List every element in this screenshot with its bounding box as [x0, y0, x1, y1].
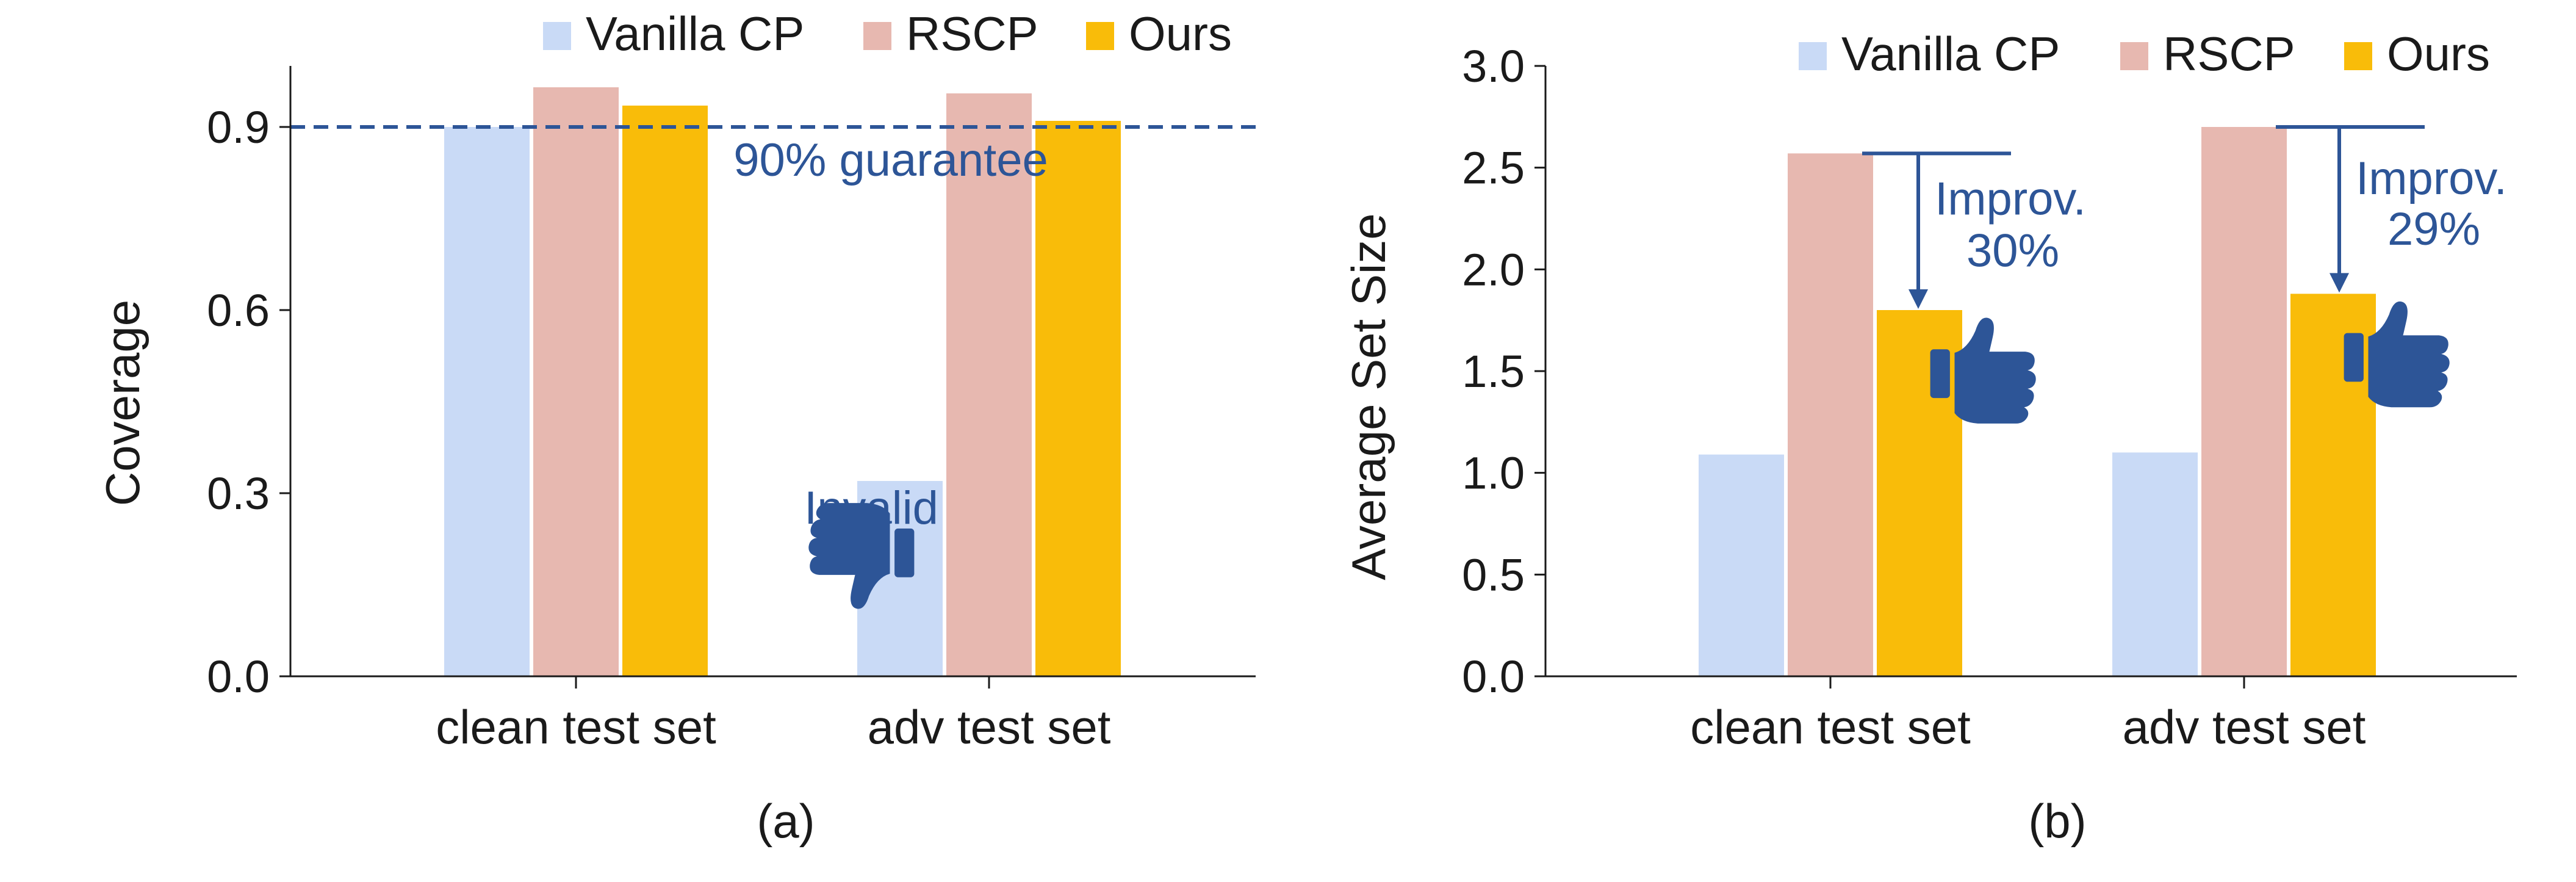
bar-vanilla-cp-adv-test-set: [2112, 452, 2198, 676]
bar-rscp-adv-test-set: [2201, 127, 2287, 676]
improvement-arrowhead: [1909, 289, 1928, 309]
guarantee-label: 90% guarantee: [733, 134, 1048, 186]
bar-rscp-clean-test-set: [1788, 153, 1873, 677]
y-tick-label: 0.5: [1462, 549, 1525, 600]
y-tick-label: 0.6: [207, 285, 270, 336]
improvement-label: Improv.: [1935, 173, 2086, 225]
improvement-annotations: Improv.30%Improv.29%: [1862, 125, 2507, 424]
legend-label-vanilla-cp: Vanilla CP: [1841, 27, 2060, 81]
bar-vanilla-cp-clean-test-set: [444, 127, 530, 676]
y-tick-label: 1.5: [1462, 346, 1525, 397]
y-tick-label: 0.3: [207, 468, 270, 519]
x-tick-label: clean test set: [436, 700, 716, 754]
bar-vanilla-cp-clean-test-set: [1699, 454, 1784, 676]
improvement-label: Improv.: [2356, 153, 2507, 204]
legend-swatch-vanilla-cp: [543, 22, 571, 50]
set-size-chart: 0.0 0.5 1.0 1.5 2.0 2.5 3.0 clean test set adv t…: [1342, 27, 2517, 848]
improvement-percent: 29%: [2387, 203, 2480, 255]
set-size-y-axis-label: Average Set Size: [1342, 213, 1395, 580]
bar-ours-clean-test-set: [622, 106, 708, 676]
legend-label-ours: Ours: [2387, 27, 2490, 81]
legend-swatch-ours: [2344, 42, 2372, 70]
y-tick-label: 0.0: [1462, 651, 1525, 702]
coverage-chart: 90% guarantee 0.0 0.3 0.6 0.9 clean test set…: [96, 7, 1256, 848]
coverage-bars: [444, 87, 1121, 676]
legend-label-rscp: RSCP: [906, 7, 1038, 60]
bar-rscp-adv-test-set: [946, 93, 1032, 676]
y-tick-label: 3.0: [1462, 41, 1525, 92]
improvement-arrowhead: [2330, 273, 2349, 293]
x-tick-label: adv test set: [2123, 700, 2366, 754]
legend-label-vanilla-cp: Vanilla CP: [586, 7, 804, 60]
legend-label-ours: Ours: [1129, 7, 1232, 60]
improvement-percent: 30%: [1966, 225, 2059, 277]
coverage-legend: Vanilla CP RSCP Ours: [543, 7, 1232, 60]
y-tick-label: 2.5: [1462, 143, 1525, 193]
y-tick-label: 0.0: [207, 651, 270, 702]
legend-swatch-rscp: [2120, 42, 2148, 70]
coverage-axes: 0.0 0.3 0.6 0.9 clean test set adv test set: [207, 66, 1256, 754]
panel-label-b: (b): [2028, 794, 2086, 848]
x-tick-label: adv test set: [868, 700, 1111, 754]
set-size-axes: 0.0 0.5 1.0 1.5 2.0 2.5 3.0 clean test set adv t…: [1462, 41, 2517, 754]
set-size-legend: Vanilla CP RSCP Ours: [1799, 27, 2490, 81]
y-tick-label: 0.9: [207, 102, 270, 153]
y-tick-label: 1.0: [1462, 448, 1525, 499]
legend-label-rscp: RSCP: [2163, 27, 2295, 81]
legend-swatch-ours: [1086, 22, 1114, 50]
legend-swatch-vanilla-cp: [1799, 42, 1827, 70]
bar-rscp-clean-test-set: [533, 87, 619, 676]
coverage-y-axis-label: Coverage: [96, 300, 149, 506]
legend-swatch-rscp: [863, 22, 891, 50]
bar-ours-adv-test-set: [1035, 121, 1121, 676]
x-tick-label: clean test set: [1690, 700, 1971, 754]
panel-label-a: (a): [757, 794, 815, 848]
y-tick-label: 2.0: [1462, 244, 1525, 295]
